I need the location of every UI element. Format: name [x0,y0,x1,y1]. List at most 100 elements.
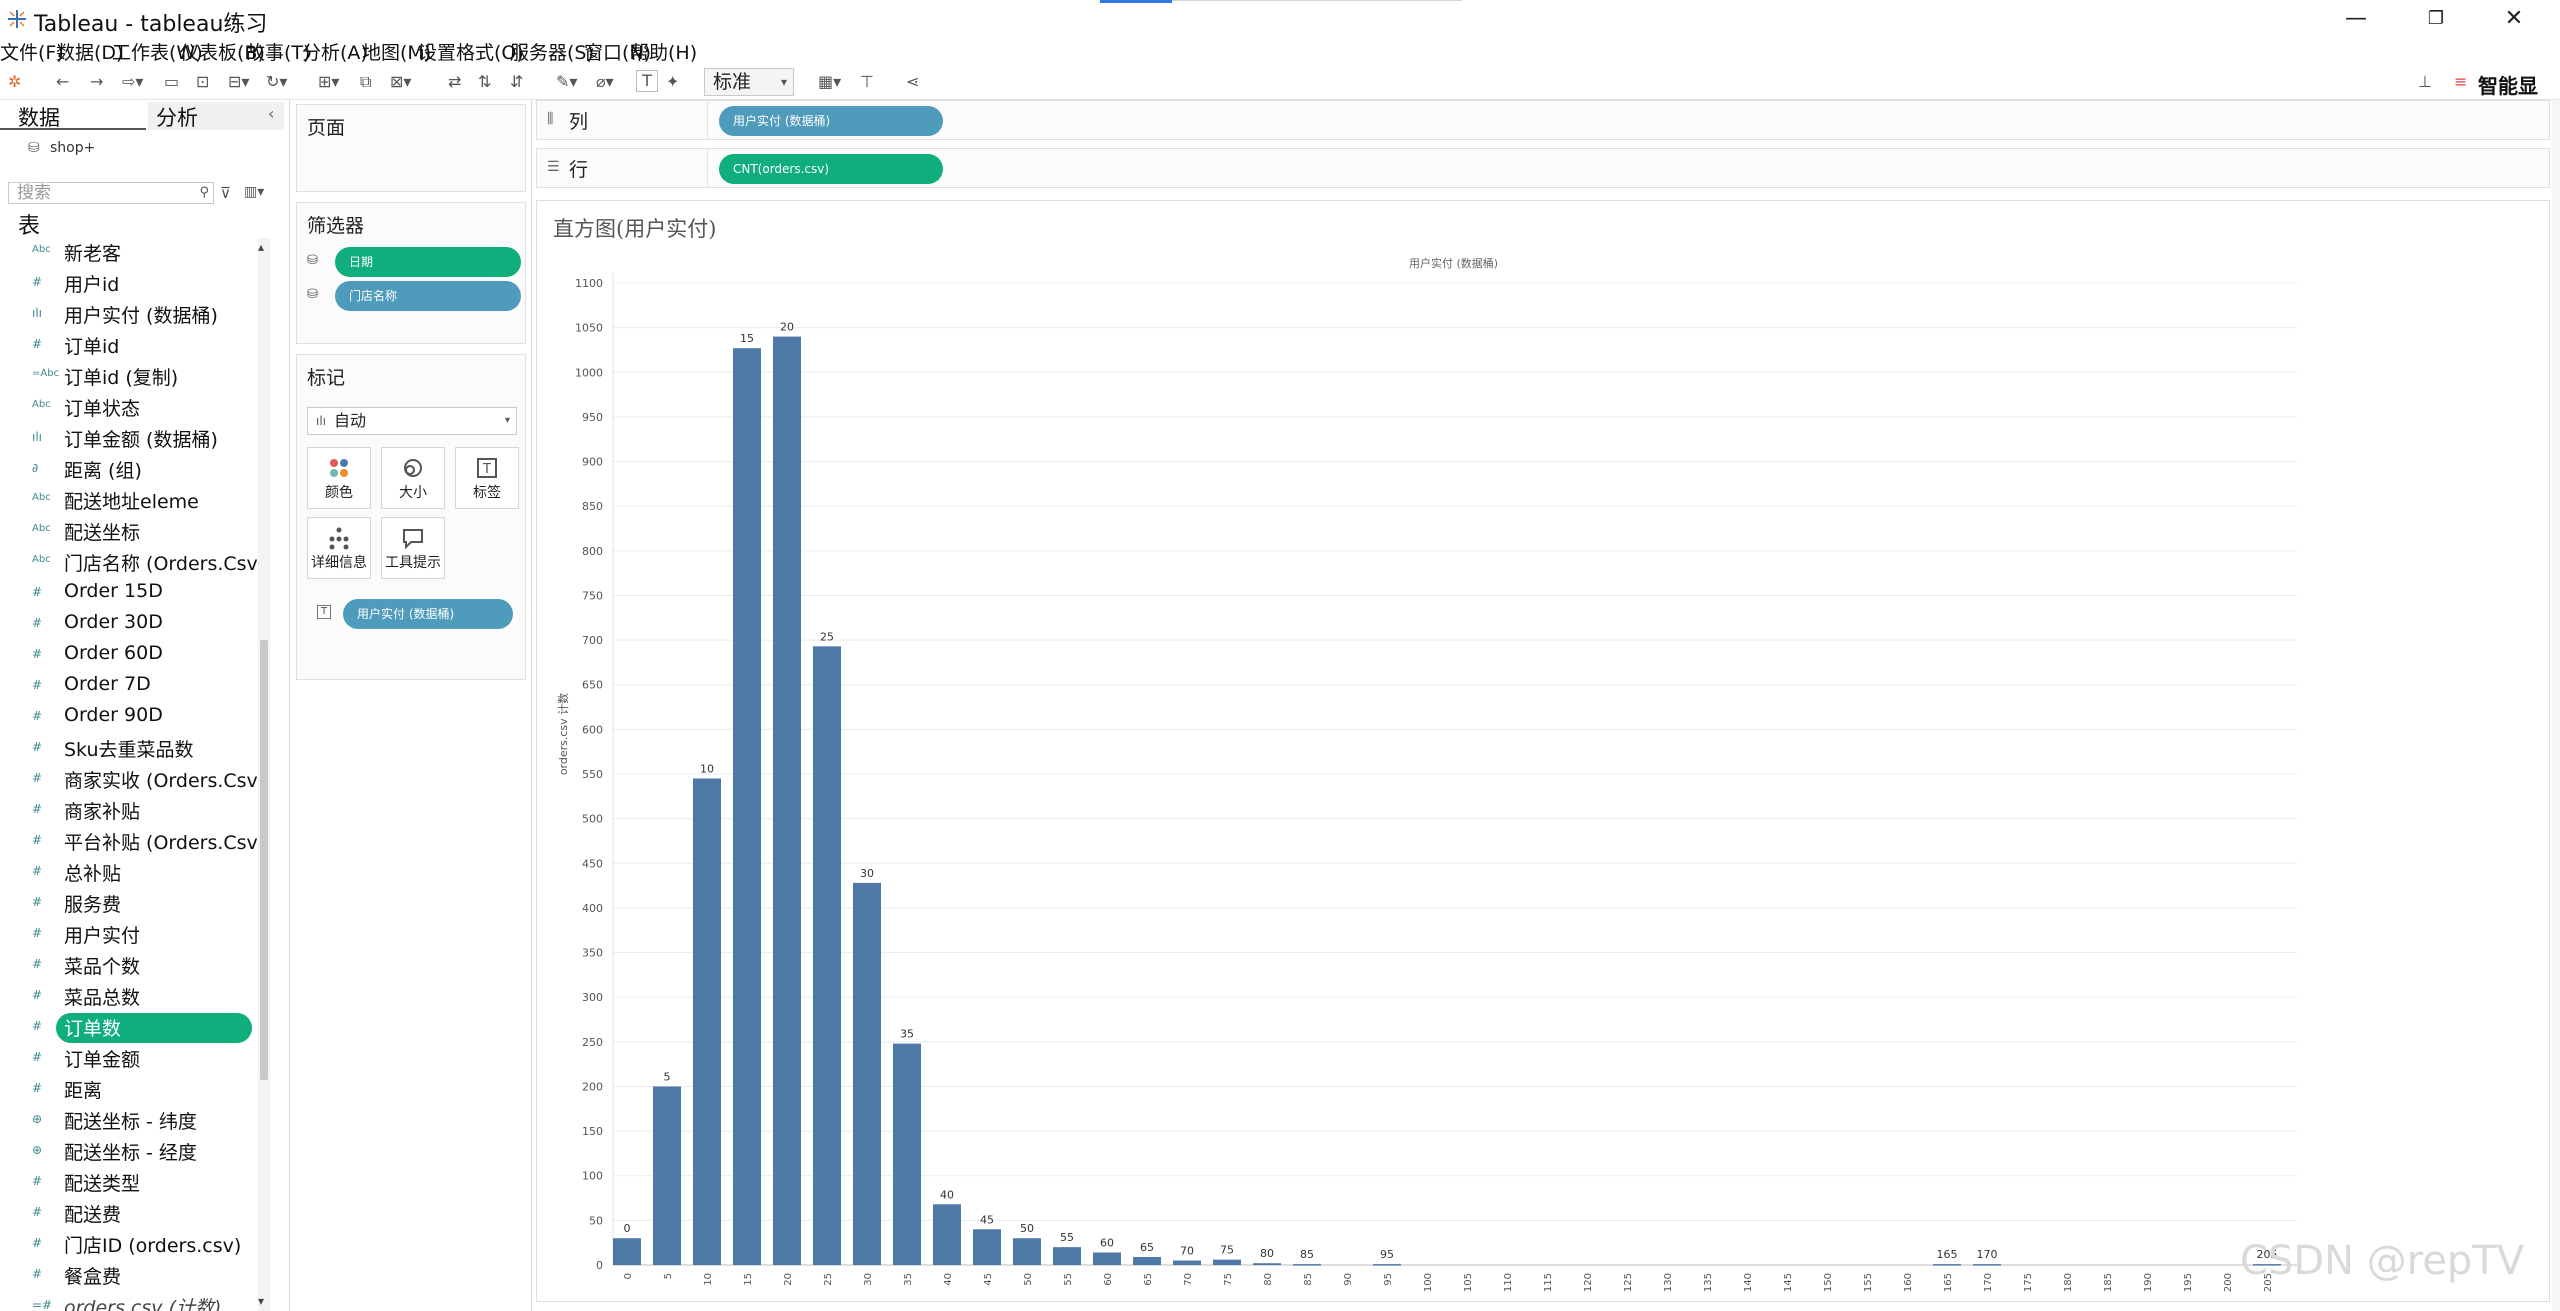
field-item[interactable]: # 订单金额 [0,1044,258,1074]
minimize-button[interactable]: — [2345,6,2367,31]
refresh-icon[interactable]: ↻▾ [266,72,288,91]
restore-button[interactable]: ❐ [2427,8,2445,29]
field-item[interactable]: # 距离 [0,1075,258,1105]
window-scrollbar[interactable] [2552,100,2560,1311]
menu-file[interactable]: 文件(F) [0,42,64,64]
menu-format[interactable]: 设置格式(O) [418,42,524,64]
field-item[interactable]: # 用户实付 [0,920,258,950]
field-item[interactable]: # Order 15D [0,579,258,609]
duplicate-icon[interactable]: ⧉ [360,72,372,91]
fix-axes-icon[interactable]: ✦ [666,72,680,91]
scroll-up-icon[interactable]: ▴ [258,240,265,254]
marks-pill-bucket[interactable]: 用户实付 (数据桶) [343,599,513,629]
scrollbar-thumb[interactable] [260,640,268,1080]
field-item[interactable]: # 菜品个数 [0,951,258,981]
field-item[interactable]: Abc 配送坐标 [0,517,258,547]
filters-card[interactable]: 筛选器 ⛁ 日期 ⛁ 门店名称 [296,202,526,344]
field-item[interactable]: =Abc 订单id (复制) [0,362,258,392]
tab-data[interactable]: 数据 [18,106,60,130]
field-item[interactable]: Abc 新老客 [0,238,258,268]
format-painter-icon[interactable]: ⊥ [2418,72,2432,91]
presentation-icon[interactable]: ⊤ [860,72,874,91]
columns-pill[interactable]: 用户实付 (数据桶) [719,106,943,136]
field-item[interactable]: ılı 订单金额 (数据桶) [0,424,258,454]
field-item[interactable]: # Order 60D [0,641,258,671]
label-button[interactable]: T 标签 [455,447,519,509]
field-item[interactable]: # 商家实收 (Orders.Csv) [0,765,258,795]
field-item[interactable]: # 订单id [0,331,258,361]
group-icon[interactable]: ⌀▾ [596,72,614,91]
mark-type-select[interactable]: ılı 自动 ▾ [307,407,517,435]
field-item[interactable]: # 商家补贴 [0,796,258,826]
field-item[interactable]: # 餐盒费 [0,1261,258,1291]
new-worksheet-icon[interactable]: ⊞▾ [318,72,340,91]
highlight-icon[interactable]: ✎▾ [556,72,578,91]
detail-button[interactable]: 详细信息 [307,517,371,579]
menu-window[interactable]: 窗口(N) [584,42,652,64]
field-item[interactable]: # Order 7D [0,672,258,702]
show-labels-icon[interactable]: T [636,70,658,92]
sort-asc-icon[interactable]: ⇅ [478,72,492,91]
scroll-down-icon[interactable]: ▾ [258,1294,265,1308]
menu-analysis[interactable]: 分析(A) [302,42,368,64]
pause-updates-icon[interactable]: ⊟▾ [228,72,250,91]
close-button[interactable]: ✕ [2504,6,2524,31]
columns-shelf[interactable]: ⫼ 列 用户实付 (数据桶) [536,100,2550,140]
sort-desc-icon[interactable]: ⇵ [510,72,524,91]
field-item[interactable]: # 平台补贴 (Orders.Csv) [0,827,258,857]
size-button[interactable]: 大小 [381,447,445,509]
field-item[interactable]: Abc 门店名称 (Orders.Csv) [0,548,258,578]
field-item[interactable]: # 门店ID (orders.csv) [0,1230,258,1260]
filter-icon[interactable]: ⊽ [220,184,231,202]
field-item[interactable]: ⊕ 配送坐标 - 纬度 [0,1106,258,1136]
field-item[interactable]: ∂ 距离 (组) [0,455,258,485]
forward-icon[interactable]: → [90,72,104,91]
menu-map[interactable]: 地图(M) [362,42,432,64]
field-item[interactable]: Abc 配送地址eleme [0,486,258,516]
menu-worksheet[interactable]: 工作表(W) [112,42,203,64]
field-item[interactable]: # 用户id [0,269,258,299]
field-item[interactable]: # 总补贴 [0,858,258,888]
field-item[interactable]: # 服务费 [0,889,258,919]
field-item[interactable]: # Order 90D [0,703,258,733]
show-me-icon[interactable]: ≡ [2454,72,2468,91]
view-options-icon[interactable]: ▥▾ [244,184,265,200]
save-icon[interactable]: ▭ [164,72,180,91]
tab-analysis[interactable]: 分析 [148,102,284,130]
field-item[interactable]: # 配送类型 [0,1168,258,1198]
rows-pill[interactable]: CNT(orders.csv) [719,154,943,184]
fit-select[interactable]: 标准 ▾ [704,68,794,96]
tooltip-button[interactable]: 工具提示 [381,517,445,579]
pages-card[interactable]: 页面 [296,104,526,192]
field-item[interactable]: # 配送费 [0,1199,258,1229]
menu-data[interactable]: 数据(D) [56,42,124,64]
tableau-toolbar-icon[interactable]: ✲ [8,72,22,91]
field-item[interactable]: # Sku去重菜品数 [0,734,258,764]
filter-pill-date[interactable]: 日期 [335,247,521,277]
field-item[interactable]: Abc 订单状态 [0,393,258,423]
show-me-label[interactable]: 智能显 [2478,74,2538,98]
rows-shelf[interactable]: ☰ 行 CNT(orders.csv) [536,148,2550,188]
show-cards-icon[interactable]: ▦▾ [818,72,842,91]
field-item[interactable]: # Order 30D [0,610,258,640]
field-item[interactable]: # 订单数 [0,1013,258,1043]
menu-help[interactable]: 帮助(H) [630,42,698,64]
menu-server[interactable]: 服务器(S) [510,42,594,64]
clear-sheet-icon[interactable]: ⊠▾ [390,72,412,91]
swap-icon[interactable]: ⇄ [448,72,462,91]
field-item[interactable]: ılı 用户实付 (数据桶) [0,300,258,330]
datasource-item[interactable]: ⛁ shop+ [28,140,95,156]
connect-data-icon[interactable]: ⇨▾ [122,72,144,91]
collapse-pane-icon[interactable]: ‹ [268,104,275,123]
menu-dashboard[interactable]: 仪表板(B) [180,42,265,64]
field-item[interactable]: =# orders.csv (计数) [0,1292,258,1311]
field-item[interactable]: ⊕ 配送坐标 - 经度 [0,1137,258,1167]
back-icon[interactable]: ← [56,72,70,91]
new-datasource-icon[interactable]: ⊡ [196,72,210,91]
color-button[interactable]: 颜色 [307,447,371,509]
filter-pill-store[interactable]: 门店名称 [335,281,521,311]
menu-story[interactable]: 故事(T) [246,42,311,64]
search-input[interactable]: 搜索 ⚲ [8,182,214,204]
share-icon[interactable]: ⋖ [906,72,920,91]
field-item[interactable]: # 菜品总数 [0,982,258,1012]
